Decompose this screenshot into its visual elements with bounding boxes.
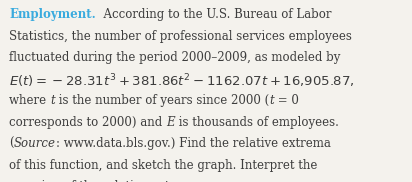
Text: Source: Source (14, 137, 56, 150)
Text: : www.data.bls.gov.) Find the relative extrema: : www.data.bls.gov.) Find the relative e… (56, 137, 330, 150)
Text: is thousands of employees.: is thousands of employees. (175, 116, 339, 128)
Text: is the number of years since 2000 (: is the number of years since 2000 ( (55, 94, 269, 107)
Text: Statistics, the number of professional services employees: Statistics, the number of professional s… (9, 30, 352, 43)
Text: meaning of the relative extrema.: meaning of the relative extrema. (9, 180, 204, 182)
Text: $E(t) = -28.31t^{3} + 381.86t^{2} - 1162.07t + 16{,}905.87,$: $E(t) = -28.31t^{3} + 381.86t^{2} - 1162… (9, 73, 355, 90)
Text: t: t (50, 94, 55, 107)
Text: where: where (9, 94, 50, 107)
Text: E: E (166, 116, 175, 128)
Text: corresponds to 2000) and: corresponds to 2000) and (9, 116, 166, 128)
Text: fluctuated during the period 2000–2009, as modeled by: fluctuated during the period 2000–2009, … (9, 51, 340, 64)
Text: t: t (269, 94, 274, 107)
Text: According to the U.S. Bureau of Labor: According to the U.S. Bureau of Labor (96, 8, 331, 21)
Text: of this function, and sketch the graph. Interpret the: of this function, and sketch the graph. … (9, 159, 317, 171)
Text: = 0: = 0 (274, 94, 299, 107)
Text: Employment.: Employment. (9, 8, 96, 21)
Text: (: ( (9, 137, 14, 150)
